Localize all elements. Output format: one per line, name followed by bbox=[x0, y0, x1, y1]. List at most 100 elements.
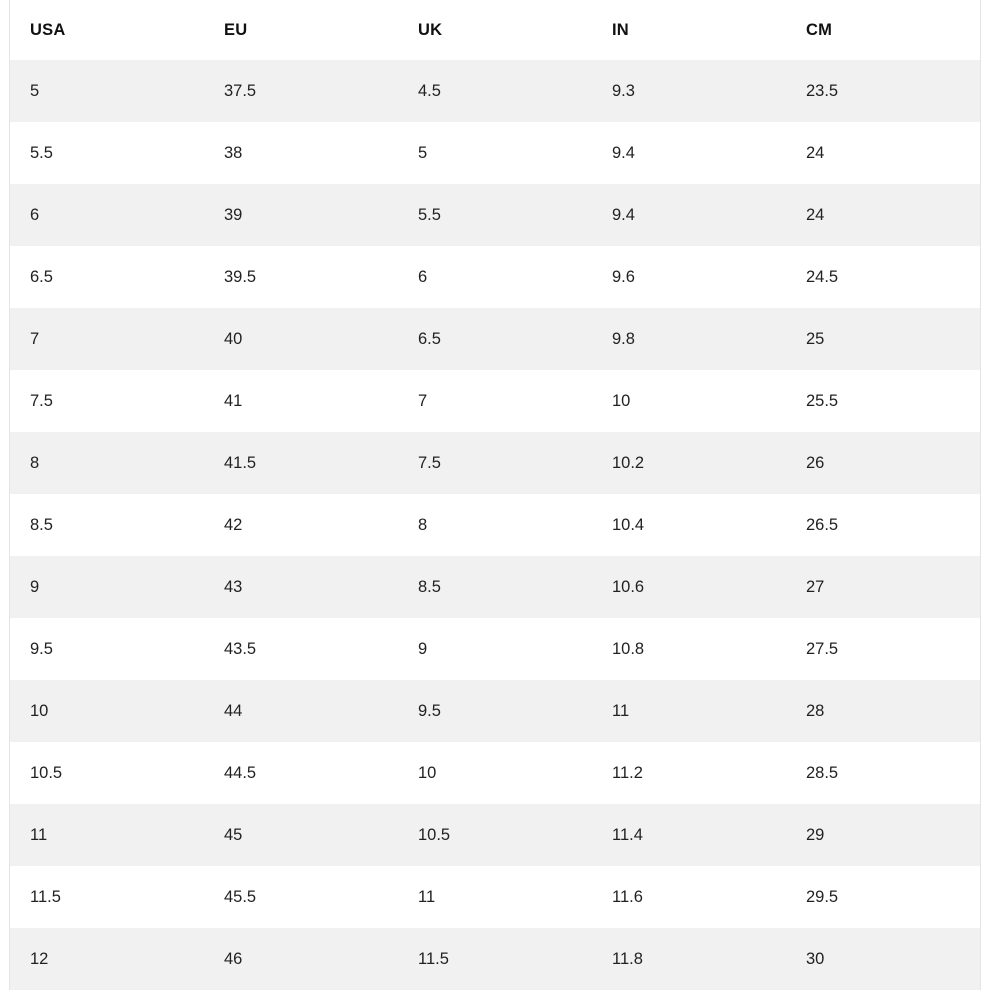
table-cell: 9.3 bbox=[612, 81, 635, 100]
size-conversion-table: USA EU UK IN CM 5 37.5 4.5 9.3 23.5 5.5 38 5 9.4… bbox=[9, 0, 981, 990]
table-cell: 11.2 bbox=[612, 763, 643, 782]
table-cell: 4.5 bbox=[418, 81, 441, 100]
table-row: 5.5 38 5 9.4 24 bbox=[10, 122, 980, 184]
table-cell: 7.5 bbox=[418, 453, 441, 472]
table-cell: 24.5 bbox=[806, 267, 839, 286]
table-cell: 10.5 bbox=[418, 825, 451, 844]
table-cell: 9.4 bbox=[612, 143, 635, 162]
table-cell: 6 bbox=[30, 205, 40, 224]
column-header-uk: UK bbox=[398, 0, 592, 60]
table-cell: 10.6 bbox=[612, 577, 645, 596]
table-cell: 6.5 bbox=[30, 267, 53, 286]
table-cell: 41 bbox=[224, 391, 243, 410]
table-cell: 5 bbox=[418, 143, 428, 162]
table-cell: 6.5 bbox=[418, 329, 441, 348]
table-cell: 11.6 bbox=[612, 887, 643, 906]
table-row: 7.5 41 7 10 25.5 bbox=[10, 370, 980, 432]
table-cell: 41.5 bbox=[224, 453, 257, 472]
table-cell: 8.5 bbox=[418, 577, 441, 596]
table-row: 10.5 44.5 10 11.2 28.5 bbox=[10, 742, 980, 804]
table-row: 12 46 11.5 11.8 30 bbox=[10, 928, 980, 990]
table-cell: 10.4 bbox=[612, 515, 645, 534]
table-cell: 11.5 bbox=[30, 887, 61, 906]
column-header-eu: EU bbox=[204, 0, 398, 60]
header-row: USA EU UK IN CM bbox=[10, 0, 980, 60]
table-cell: 9 bbox=[418, 639, 428, 658]
table-cell: 11 bbox=[418, 887, 436, 906]
table-cell: 26 bbox=[806, 453, 825, 472]
column-header-usa: USA bbox=[10, 0, 204, 60]
table-cell: 45 bbox=[224, 825, 243, 844]
table-row: 8.5 42 8 10.4 26.5 bbox=[10, 494, 980, 556]
table-cell: 11.8 bbox=[612, 949, 643, 968]
size-chart-header: USA EU UK IN CM bbox=[10, 0, 980, 60]
table-cell: 10 bbox=[30, 701, 49, 720]
table-cell: 5.5 bbox=[30, 143, 53, 162]
table-cell: 9 bbox=[30, 577, 40, 596]
table-cell: 9.8 bbox=[612, 329, 635, 348]
table-cell: 27 bbox=[806, 577, 825, 596]
table-row: 6 39 5.5 9.4 24 bbox=[10, 184, 980, 246]
table-cell: 39.5 bbox=[224, 267, 257, 286]
column-header-in: IN bbox=[592, 0, 786, 60]
size-chart-body: 5 37.5 4.5 9.3 23.5 5.5 38 5 9.4 24 6 39 5.5 9.4 24 6.5… bbox=[10, 60, 980, 990]
table-cell: 23.5 bbox=[806, 81, 839, 100]
table-cell: 11.5 bbox=[418, 949, 449, 968]
table-row: 6.5 39.5 6 9.6 24.5 bbox=[10, 246, 980, 308]
table-cell: 5.5 bbox=[418, 205, 441, 224]
table-cell: 43.5 bbox=[224, 639, 257, 658]
table-row: 11.5 45.5 11 11.6 29.5 bbox=[10, 866, 980, 928]
table-row: 11 45 10.5 11.4 29 bbox=[10, 804, 980, 866]
table-cell: 29.5 bbox=[806, 887, 839, 906]
table-row: 10 44 9.5 11 28 bbox=[10, 680, 980, 742]
column-header-cm: CM bbox=[786, 0, 980, 60]
table-cell: 7.5 bbox=[30, 391, 53, 410]
table-cell: 30 bbox=[806, 949, 825, 968]
table-cell: 9.6 bbox=[612, 267, 635, 286]
table-cell: 9.5 bbox=[418, 701, 441, 720]
table-cell: 40 bbox=[224, 329, 243, 348]
table-cell: 8 bbox=[30, 453, 40, 472]
table-row: 5 37.5 4.5 9.3 23.5 bbox=[10, 60, 980, 122]
table-cell: 24 bbox=[806, 143, 825, 162]
table-cell: 12 bbox=[30, 949, 49, 968]
table-cell: 11.4 bbox=[612, 825, 643, 844]
table-cell: 29 bbox=[806, 825, 825, 844]
table-cell: 37.5 bbox=[224, 81, 257, 100]
table-cell: 46 bbox=[224, 949, 243, 968]
table-cell: 43 bbox=[224, 577, 243, 596]
table-cell: 10 bbox=[418, 763, 437, 782]
table-cell: 38 bbox=[224, 143, 243, 162]
table-cell: 44.5 bbox=[224, 763, 257, 782]
table-cell: 10.8 bbox=[612, 639, 645, 658]
table-cell: 8.5 bbox=[30, 515, 53, 534]
table-cell: 25.5 bbox=[806, 391, 839, 410]
table-cell: 10.2 bbox=[612, 453, 645, 472]
table-cell: 9.5 bbox=[30, 639, 53, 658]
table-row: 9 43 8.5 10.6 27 bbox=[10, 556, 980, 618]
table-cell: 7 bbox=[30, 329, 40, 348]
table-cell: 7 bbox=[418, 391, 428, 410]
table-cell: 10.5 bbox=[30, 763, 63, 782]
table-row: 8 41.5 7.5 10.2 26 bbox=[10, 432, 980, 494]
table-cell: 27.5 bbox=[806, 639, 839, 658]
table-cell: 6 bbox=[418, 267, 428, 286]
table-cell: 45.5 bbox=[224, 887, 257, 906]
size-chart-table: USA EU UK IN CM 5 37.5 4.5 9.3 23.5 5.5 38 5 9.4… bbox=[10, 0, 980, 990]
table-cell: 24 bbox=[806, 205, 825, 224]
table-cell: 9.4 bbox=[612, 205, 635, 224]
table-cell: 44 bbox=[224, 701, 243, 720]
table-cell: 5 bbox=[30, 81, 40, 100]
table-cell: 28.5 bbox=[806, 763, 839, 782]
table-cell: 11 bbox=[30, 825, 48, 844]
table-row: 9.5 43.5 9 10.8 27.5 bbox=[10, 618, 980, 680]
table-cell: 10 bbox=[612, 391, 631, 410]
table-cell: 42 bbox=[224, 515, 243, 534]
table-cell: 25 bbox=[806, 329, 825, 348]
table-cell: 11 bbox=[612, 701, 630, 720]
table-cell: 28 bbox=[806, 701, 825, 720]
table-cell: 8 bbox=[418, 515, 428, 534]
table-cell: 26.5 bbox=[806, 515, 839, 534]
table-cell: 39 bbox=[224, 205, 243, 224]
table-row: 7 40 6.5 9.8 25 bbox=[10, 308, 980, 370]
